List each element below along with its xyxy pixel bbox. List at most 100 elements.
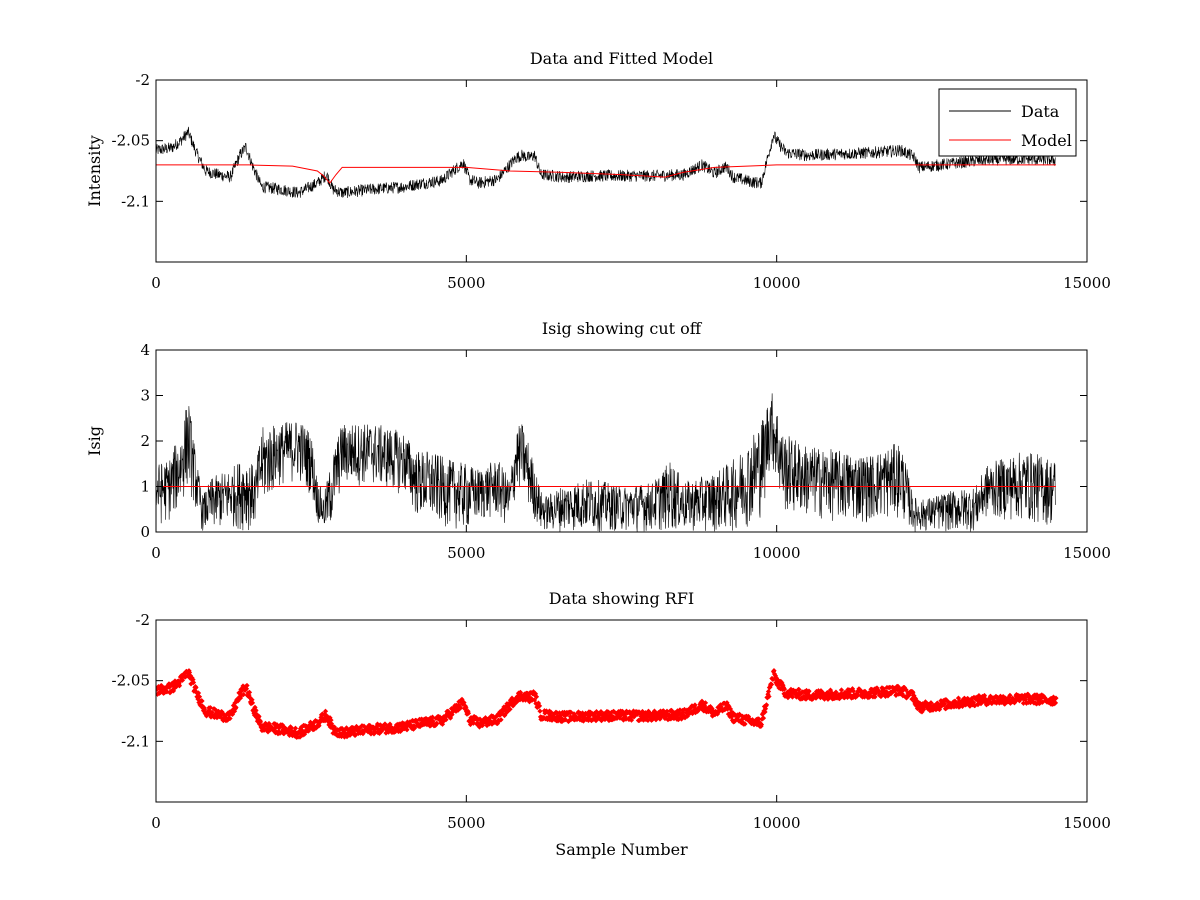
chart-panel-1: 0 5000 10000 15000 -2 -2.05 -2.1 Data and Fitte…	[85, 49, 1111, 292]
data-point	[219, 709, 225, 715]
data-point	[702, 700, 709, 706]
data-point	[243, 686, 250, 692]
y-tick-label: -2.1	[121, 192, 150, 210]
data-point	[461, 699, 467, 706]
y-tick-label: -2.1	[121, 732, 150, 750]
data-point	[598, 708, 604, 715]
data-point	[895, 683, 901, 689]
series-1-markers	[156, 668, 1059, 740]
data-point	[227, 715, 233, 722]
y-tick-label: -2	[135, 611, 150, 629]
data-point	[201, 706, 208, 712]
data-point	[651, 708, 658, 714]
data-point	[463, 705, 469, 711]
data-point	[158, 683, 165, 689]
data-point	[531, 697, 538, 703]
data-point	[763, 702, 770, 708]
series-model-line	[156, 164, 1056, 184]
data-point	[668, 707, 675, 714]
data-point	[1052, 700, 1059, 706]
data-point	[297, 734, 303, 740]
data-point	[941, 701, 948, 707]
data-point	[981, 692, 988, 699]
data-point	[532, 691, 539, 697]
data-point	[498, 717, 504, 723]
data-point	[465, 710, 472, 716]
chart-title: Data showing RFI	[549, 589, 694, 608]
data-point	[724, 700, 730, 706]
x-tick-label: 15000	[1063, 544, 1111, 562]
data-point	[785, 694, 791, 701]
data-point	[768, 681, 775, 688]
data-point	[256, 713, 262, 719]
data-point	[196, 694, 203, 700]
y-axis-label: Isig	[85, 426, 104, 456]
y-tick-label: -2	[135, 71, 150, 89]
data-point	[760, 715, 767, 721]
data-point	[903, 687, 909, 693]
chart-title: Data and Fitted Model	[530, 49, 713, 68]
y-tick-label: 2	[140, 432, 150, 450]
series-1-line	[156, 393, 1056, 532]
data-point	[404, 727, 410, 733]
data-point	[806, 688, 812, 694]
chart-panel-3: 0 5000 10000 15000 -2 -2.05 -2.1 Data showing R…	[112, 589, 1111, 859]
data-point	[919, 709, 925, 715]
plot-marks	[156, 393, 1056, 532]
data-point	[766, 693, 772, 700]
y-tick-label: 0	[140, 523, 150, 541]
data-point	[179, 677, 186, 683]
y-axis-label: Intensity	[85, 135, 104, 207]
data-point	[742, 721, 748, 727]
plot-marks	[156, 126, 1056, 199]
x-tick-label: 10000	[753, 274, 801, 292]
data-point	[257, 719, 264, 725]
y-tick-label: 4	[140, 341, 150, 359]
data-point	[411, 725, 418, 731]
data-point	[699, 698, 705, 704]
data-point	[537, 708, 543, 714]
data-point	[533, 694, 540, 700]
data-point	[190, 676, 196, 683]
data-point	[781, 686, 788, 692]
legend-box	[938, 88, 1077, 157]
x-tick-label: 0	[151, 544, 161, 562]
y-tick-label: -2.05	[112, 132, 150, 150]
data-point	[166, 684, 173, 690]
data-point	[195, 690, 202, 696]
x-tick-label: 5000	[447, 544, 485, 562]
data-point	[193, 685, 199, 691]
data-point	[622, 713, 628, 720]
data-point	[692, 702, 698, 708]
x-tick-label: 15000	[1063, 274, 1111, 292]
y-tick-label: -2.05	[112, 672, 150, 690]
data-point	[507, 706, 513, 712]
data-point	[727, 706, 734, 712]
data-point	[382, 721, 388, 727]
data-point	[762, 709, 768, 715]
data-point	[244, 682, 250, 689]
x-tick-label: 0	[151, 814, 161, 832]
x-tick-label: 0	[151, 274, 161, 292]
data-point	[796, 686, 802, 693]
data-point	[511, 701, 517, 708]
x-axis-label: Sample Number	[555, 840, 688, 859]
data-point	[701, 703, 708, 709]
data-point	[253, 707, 259, 713]
chart-panel-2: 0 5000 10000 15000 0 1 2 3 4 Isig showing cut off…	[85, 319, 1111, 562]
x-tick-label: 10000	[753, 814, 801, 832]
data-point	[1007, 692, 1013, 698]
chart-title: Isig showing cut off	[542, 319, 703, 338]
series-data-line	[156, 126, 1056, 199]
data-point	[911, 693, 917, 699]
data-point	[199, 698, 205, 704]
data-point	[872, 694, 878, 700]
data-point	[1053, 695, 1059, 701]
legend-label-model: Model	[1021, 131, 1072, 150]
data-point	[765, 688, 772, 695]
data-point	[502, 712, 508, 718]
x-tick-label: 5000	[447, 814, 485, 832]
data-point	[745, 713, 752, 720]
plot-border	[155, 619, 1088, 803]
